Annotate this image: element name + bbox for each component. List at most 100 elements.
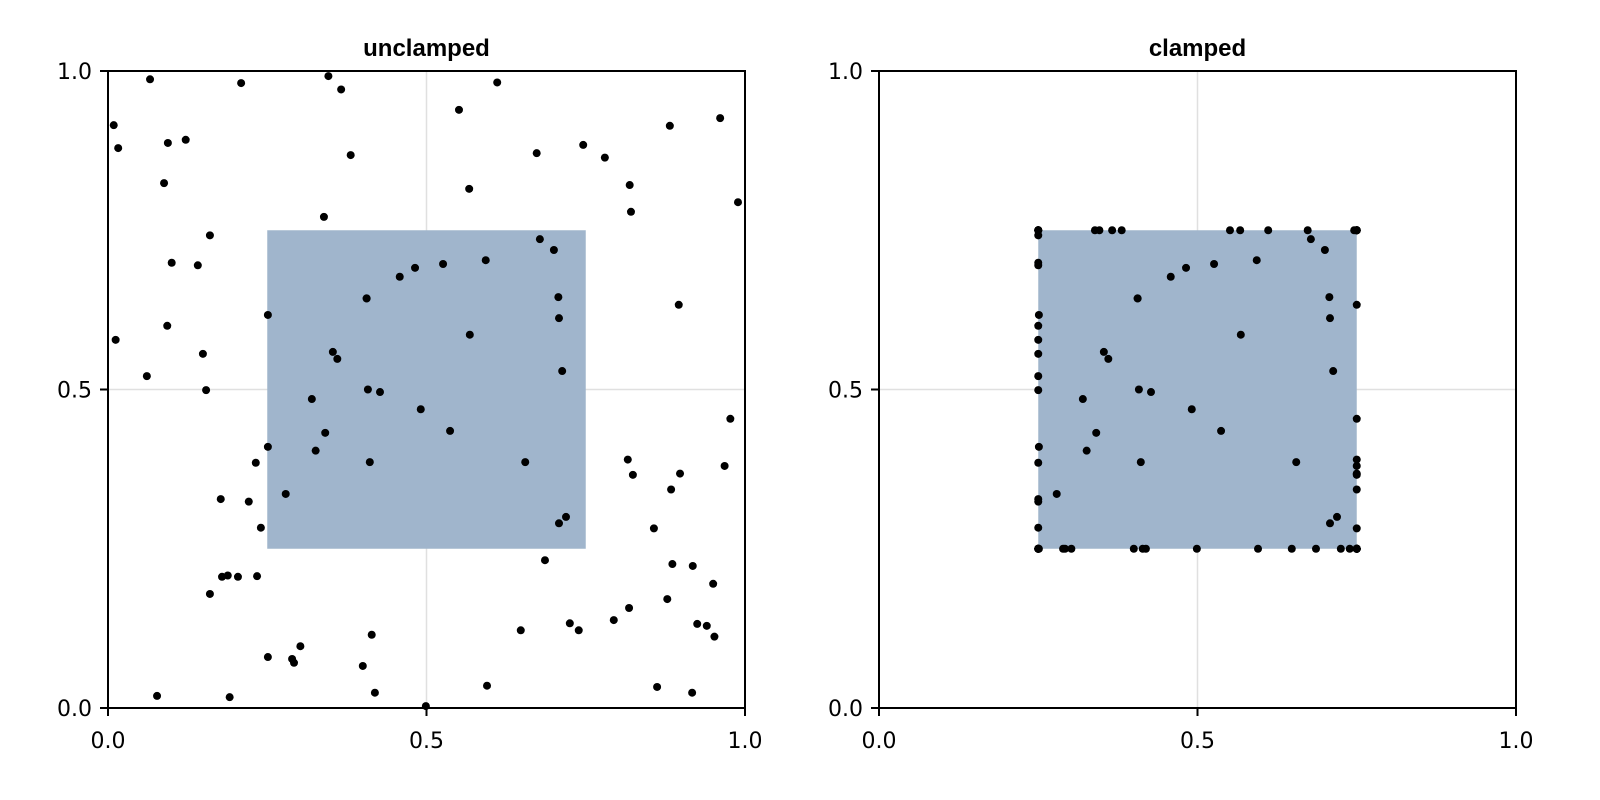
data-point	[346, 151, 355, 160]
data-point	[1034, 386, 1043, 395]
data-point	[1141, 544, 1150, 553]
data-point	[1129, 544, 1138, 553]
x-tick-label: 1.0	[728, 729, 763, 754]
data-point	[554, 314, 563, 323]
data-point	[251, 458, 260, 467]
data-point	[574, 626, 583, 635]
y-tick-label: 1.0	[828, 60, 863, 85]
data-point	[142, 372, 151, 381]
data-point	[1082, 446, 1091, 455]
data-point	[1352, 414, 1361, 423]
data-point	[1034, 231, 1043, 240]
data-point	[1034, 349, 1043, 358]
x-tick-label: 0.0	[862, 729, 897, 754]
data-point	[558, 367, 567, 376]
data-point	[1166, 272, 1175, 281]
data-point	[1210, 260, 1219, 269]
panel-title: clamped	[1149, 35, 1246, 62]
data-point	[1104, 354, 1113, 363]
data-point	[111, 335, 120, 344]
data-point	[1225, 226, 1234, 235]
data-point	[1352, 524, 1361, 533]
data-point	[1134, 385, 1143, 394]
data-point	[281, 489, 290, 498]
data-point	[516, 626, 525, 635]
data-point	[358, 661, 367, 670]
data-point	[163, 321, 172, 330]
data-point	[653, 682, 662, 691]
data-point	[1034, 523, 1043, 532]
data-point	[367, 630, 376, 639]
data-point	[1352, 544, 1361, 553]
data-point	[311, 446, 320, 455]
data-point	[1325, 293, 1334, 302]
data-point	[233, 572, 242, 581]
data-point	[1292, 458, 1301, 467]
data-point	[337, 85, 346, 94]
data-point	[465, 184, 474, 193]
data-point	[623, 455, 632, 464]
data-point	[1352, 455, 1361, 464]
data-point	[205, 231, 214, 240]
data-point	[1306, 235, 1315, 244]
data-point	[307, 395, 316, 404]
data-point	[628, 470, 637, 479]
data-point	[263, 310, 272, 319]
data-point	[324, 72, 333, 81]
data-point	[202, 386, 211, 395]
panel-clamped: 0.0 0.5 1.0 0.0 0.5 1.0 clamped	[828, 35, 1534, 754]
data-point	[625, 181, 634, 190]
data-point	[1090, 226, 1099, 235]
data-point	[1325, 519, 1334, 528]
data-point	[237, 79, 246, 88]
data-point	[716, 114, 725, 123]
data-point	[702, 621, 711, 630]
data-point	[321, 428, 330, 437]
data-point	[600, 153, 609, 162]
data-point	[521, 458, 530, 467]
data-point	[562, 512, 571, 521]
data-point	[218, 572, 227, 581]
data-point	[579, 140, 588, 149]
data-point	[109, 121, 118, 130]
data-point	[153, 691, 162, 700]
data-point	[1117, 226, 1126, 235]
data-point	[1325, 314, 1334, 323]
data-point	[365, 458, 374, 467]
data-point	[554, 293, 563, 302]
data-point	[163, 138, 172, 147]
data-point	[1303, 226, 1312, 235]
data-point	[1287, 544, 1296, 553]
data-point	[205, 589, 214, 598]
data-point	[1092, 428, 1101, 437]
data-point	[609, 616, 618, 625]
data-point	[1182, 263, 1191, 272]
data-point	[375, 388, 384, 397]
data-point	[1034, 497, 1043, 506]
data-point	[1034, 335, 1043, 344]
data-point	[146, 75, 155, 84]
data-point	[446, 426, 455, 435]
data-point	[296, 642, 305, 651]
data-point	[1108, 226, 1117, 235]
data-point	[253, 572, 262, 581]
data-point	[1264, 226, 1273, 235]
data-point	[256, 523, 265, 532]
data-point	[167, 258, 176, 267]
y-tick-label: 1.0	[57, 60, 92, 85]
data-point	[1352, 485, 1361, 494]
data-point	[465, 330, 474, 339]
data-point	[263, 653, 272, 662]
data-point	[362, 294, 371, 303]
data-point	[1352, 461, 1361, 470]
data-point	[549, 245, 558, 254]
data-point	[1311, 544, 1320, 553]
shaded-rectangle	[267, 230, 586, 549]
y-tick-label: 0.5	[57, 379, 92, 404]
data-point	[626, 207, 635, 216]
data-point	[649, 524, 658, 533]
data-point	[244, 497, 253, 506]
data-point	[1187, 405, 1196, 414]
data-point	[663, 595, 672, 604]
